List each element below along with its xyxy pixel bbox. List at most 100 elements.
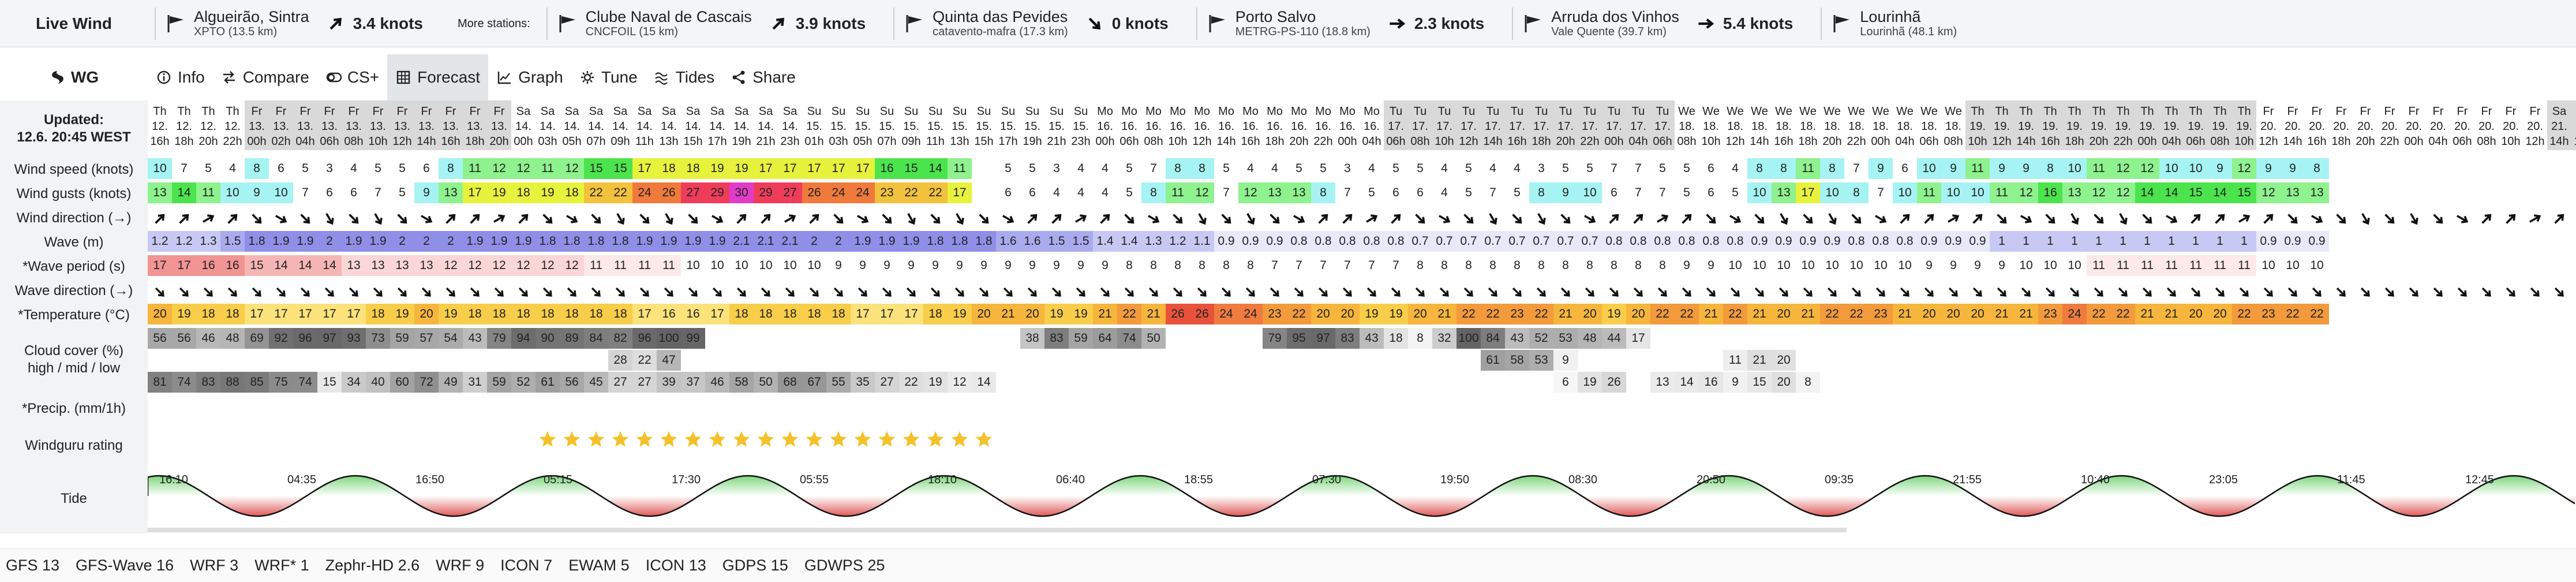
date-label: 20. — [2478, 120, 2495, 133]
wave-period-cell: 7 — [1384, 255, 1408, 276]
tab-info[interactable]: Info — [148, 54, 213, 100]
wind-gusts-cell: 8 — [1141, 182, 1166, 203]
hour-label: 11h — [926, 135, 945, 148]
tab-tides[interactable]: Tides — [646, 54, 722, 100]
wind-speed-cell: 5 — [996, 158, 1020, 179]
date-label: 16. — [1364, 120, 1380, 133]
model-item[interactable]: ICON 13 — [645, 557, 706, 574]
temp-cell: 18 — [463, 304, 487, 324]
station-porto-salvo[interactable]: Porto Salvo METRG-PS-110 (18.8 km) 2.3 kno… — [1192, 0, 1508, 47]
model-item[interactable]: EWAM 5 — [568, 557, 630, 574]
model-item[interactable]: GDWPS 25 — [804, 557, 885, 574]
station-algueirao[interactable]: Algueirão, Sintra XPTO (13.5 km) 3.4 knots — [150, 0, 446, 47]
temp-cell: 21 — [1893, 304, 1917, 324]
wave-period-cell: 14 — [317, 255, 342, 276]
model-item[interactable]: WRF 3 — [190, 557, 239, 574]
tab-cs[interactable]: CS+ — [317, 54, 387, 100]
date-label: 14. — [661, 120, 677, 133]
station-lourinha[interactable]: Lourinhã Lourinhã (48.1 km) — [1816, 0, 1980, 47]
day-label: We — [1678, 105, 1695, 118]
wind-speed-cell: 3 — [317, 158, 342, 179]
wave-period-cell: 8 — [1117, 255, 1141, 276]
tab-share[interactable]: Share — [722, 54, 804, 100]
wind-gusts-cell: 14 — [2208, 182, 2232, 203]
station-pevides[interactable]: Quinta das Pevides catavento-mafra (17.3 … — [889, 0, 1192, 47]
temp-cell: 19 — [1069, 304, 1093, 324]
wind-direction-arrow — [2457, 215, 2469, 223]
station-source: CNCFOIL (15 km) — [585, 25, 679, 38]
date-label: 14. — [685, 120, 701, 133]
wave-cell: 1.8 — [948, 231, 972, 252]
model-item[interactable]: GFS-Wave 16 — [76, 557, 174, 574]
wave-period-cell: 10 — [2038, 255, 2062, 276]
wave-direction-arrow — [2481, 287, 2491, 297]
wave-direction-arrow — [1997, 287, 2006, 297]
day-label: Tu — [1437, 105, 1451, 118]
tide-high-time: 20:50 — [1697, 473, 1726, 486]
day-label: Th — [2189, 105, 2203, 118]
day-label: Sa — [2571, 104, 2576, 119]
flag-icon — [906, 14, 923, 32]
wave-period-cell: 11 — [2135, 255, 2159, 276]
cloud-low-cell: 15 — [1747, 372, 1772, 393]
model-item[interactable]: GFS 13 — [6, 557, 60, 574]
cloud-high-cell: 56 — [148, 328, 172, 349]
wind-gusts-cell: 12 — [1190, 182, 1214, 203]
wave-direction-arrow — [736, 287, 746, 297]
wave-direction-arrow — [542, 287, 552, 297]
horizontal-scrollbar[interactable] — [148, 528, 1847, 532]
hour-label: 00h — [2404, 135, 2424, 148]
cloud-high-cell: 50 — [1141, 328, 1166, 349]
model-item[interactable]: GDPS 15 — [722, 557, 788, 574]
wave-cell: 2.1 — [729, 231, 754, 252]
wind-direction-arrow — [1584, 215, 1596, 223]
model-item[interactable]: Zephr-HD 2.6 — [325, 557, 420, 574]
tab-tune[interactable]: Tune — [571, 54, 646, 100]
date-label: 14. — [782, 120, 798, 133]
cloud-low-cell: 13 — [1650, 372, 1675, 393]
wave-direction-arrow — [1270, 287, 1279, 297]
weekend-shade — [2184, 100, 2208, 150]
wave-period-cell: 8 — [1626, 255, 1650, 276]
temp-cell: 20 — [972, 304, 996, 324]
model-item[interactable]: ICON 7 — [500, 557, 553, 574]
wind-speed-cell: 16 — [875, 158, 899, 179]
hour-label: 10h — [2501, 135, 2521, 148]
wave-cell: 0.9 — [1238, 231, 1263, 252]
rating-star-icon — [781, 431, 799, 447]
tide-high-time: 09:35 — [1825, 473, 1854, 486]
temp-cell: 17 — [632, 304, 657, 324]
hour-label: 16h — [2571, 134, 2576, 149]
wave-direction-arrow — [1245, 287, 1255, 297]
temp-cell: 17 — [317, 304, 342, 324]
hour-label: 08h — [1410, 135, 1430, 148]
wave-period-cell: 7 — [1287, 255, 1311, 276]
tab-graph[interactable]: Graph — [488, 54, 571, 100]
station-cascais[interactable]: Clube Naval de Cascais CNCFOIL (15 km) 3.9… — [542, 0, 889, 47]
wind-direction-arrow — [1027, 214, 1038, 224]
temp-cell: 26 — [1166, 304, 1190, 324]
hour-label: 23h — [1071, 135, 1091, 148]
cloud-mid-cell: 28 — [608, 350, 632, 371]
date-label: 19. — [2066, 120, 2083, 133]
temp-cell: 16 — [681, 304, 705, 324]
tab-forecast[interactable]: Forecast — [387, 54, 489, 100]
wind-direction-arrow — [349, 214, 359, 224]
day-label: Fr — [493, 105, 505, 118]
wg-logo[interactable]: WG — [0, 54, 148, 100]
date-label: 15. — [927, 120, 943, 133]
day-label: Mo — [1267, 105, 1283, 118]
wave-cell: 0.9 — [1747, 231, 1772, 252]
wave-direction-arrow — [2457, 287, 2467, 297]
wind-direction-arrow — [179, 214, 189, 224]
updated-label: Updated: — [44, 112, 104, 128]
model-item[interactable]: WRF* 1 — [254, 557, 309, 574]
wave-direction-arrow — [2045, 287, 2055, 297]
station-arruda[interactable]: Arruda dos Vinhos Vale Quente (39.7 km) 5.… — [1507, 0, 1816, 47]
wind-speed-cell: 17 — [802, 158, 826, 179]
model-item[interactable]: WRF 9 — [436, 557, 485, 574]
tab-compare[interactable]: Compare — [213, 54, 317, 100]
weekend-shade — [1432, 100, 1457, 150]
hour-label: 14h — [1483, 135, 1503, 148]
wind-gusts-cell: 12 — [2014, 182, 2038, 203]
